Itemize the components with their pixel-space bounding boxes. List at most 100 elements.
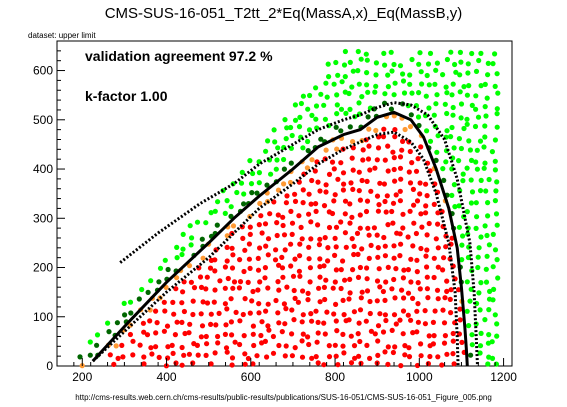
point-excluded bbox=[316, 242, 322, 248]
point-excluded bbox=[296, 213, 302, 219]
point-excluded bbox=[408, 317, 414, 323]
point-allowed bbox=[355, 68, 361, 74]
point-allowed bbox=[486, 176, 492, 183]
point-allowed bbox=[306, 127, 313, 133]
point-excluded bbox=[418, 144, 424, 150]
point-allowed bbox=[473, 159, 479, 165]
point-excluded bbox=[410, 243, 416, 249]
point-excluded bbox=[265, 301, 271, 307]
point-allowed bbox=[478, 234, 484, 240]
point-excluded bbox=[335, 176, 341, 182]
point-excluded bbox=[383, 317, 389, 324]
point-excluded bbox=[229, 265, 236, 271]
point-allowed bbox=[187, 223, 193, 229]
point-excluded bbox=[179, 362, 185, 368]
point-excluded bbox=[323, 189, 329, 195]
point-allowed bbox=[482, 81, 488, 87]
point-excluded bbox=[382, 253, 388, 259]
point-excluded bbox=[433, 236, 439, 242]
point-excluded bbox=[340, 297, 346, 303]
point-excluded bbox=[271, 199, 277, 205]
point-allowed bbox=[465, 70, 471, 76]
point-allowed bbox=[492, 158, 498, 164]
point-allowed bbox=[248, 181, 255, 187]
point-excluded bbox=[441, 340, 448, 346]
x-tick-label: 1200 bbox=[490, 370, 517, 384]
point-near-allowed bbox=[305, 148, 311, 154]
point-excluded bbox=[186, 351, 192, 357]
point-excluded bbox=[352, 355, 358, 361]
point-allowed bbox=[474, 147, 480, 153]
point-allowed bbox=[325, 61, 331, 67]
point-allowed bbox=[212, 208, 218, 214]
point-excluded bbox=[342, 277, 348, 283]
point-excluded bbox=[223, 345, 230, 351]
point-excluded bbox=[364, 178, 370, 184]
point-excluded bbox=[174, 319, 180, 325]
point-excluded bbox=[382, 198, 388, 205]
point-excluded bbox=[230, 285, 236, 291]
point-allowed bbox=[452, 204, 458, 210]
point-excluded bbox=[276, 320, 282, 326]
point-near-allowed bbox=[165, 266, 171, 273]
point-excluded bbox=[418, 353, 424, 359]
point-allowed bbox=[493, 361, 499, 367]
point-allowed bbox=[467, 147, 473, 153]
point-excluded bbox=[377, 284, 383, 290]
point-allowed bbox=[448, 49, 454, 55]
point-excluded bbox=[384, 193, 390, 199]
point-excluded bbox=[296, 268, 302, 274]
point-allowed bbox=[443, 159, 449, 165]
point-excluded bbox=[415, 156, 421, 162]
point-excluded bbox=[398, 176, 404, 182]
point-excluded bbox=[392, 178, 398, 184]
point-allowed bbox=[241, 191, 247, 197]
point-allowed bbox=[492, 312, 498, 318]
point-excluded bbox=[283, 306, 289, 312]
point-excluded bbox=[383, 209, 389, 215]
point-excluded bbox=[435, 354, 441, 360]
point-excluded bbox=[375, 352, 381, 358]
point-excluded bbox=[397, 188, 403, 194]
point-excluded bbox=[435, 210, 441, 216]
point-allowed bbox=[476, 290, 482, 296]
point-excluded bbox=[224, 349, 230, 355]
point-excluded bbox=[288, 263, 294, 269]
point-excluded bbox=[153, 330, 159, 336]
point-excluded bbox=[385, 344, 391, 350]
point-near-excluded bbox=[200, 255, 206, 261]
point-allowed bbox=[468, 177, 474, 183]
point-excluded bbox=[443, 244, 449, 250]
point-near-excluded bbox=[334, 146, 340, 152]
point-allowed bbox=[483, 188, 489, 194]
point-excluded bbox=[381, 126, 387, 132]
point-excluded bbox=[208, 311, 214, 317]
point-excluded bbox=[372, 165, 378, 171]
point-allowed bbox=[388, 49, 394, 55]
point-excluded bbox=[407, 208, 413, 214]
point-excluded bbox=[154, 320, 160, 326]
point-allowed bbox=[469, 332, 475, 338]
point-excluded bbox=[456, 287, 462, 293]
point-excluded bbox=[411, 220, 417, 226]
point-excluded bbox=[249, 298, 255, 304]
point-allowed bbox=[419, 81, 425, 87]
point-allowed bbox=[174, 244, 180, 250]
point-excluded bbox=[397, 317, 403, 323]
point-near-excluded bbox=[186, 263, 193, 269]
point-excluded bbox=[127, 331, 133, 338]
point-excluded bbox=[115, 355, 121, 361]
point-excluded bbox=[385, 143, 391, 149]
point-excluded bbox=[315, 179, 321, 185]
point-allowed bbox=[493, 211, 500, 217]
point-excluded bbox=[270, 350, 277, 356]
point-near-allowed bbox=[288, 160, 294, 166]
point-allowed bbox=[364, 57, 370, 63]
point-excluded bbox=[348, 360, 355, 366]
point-allowed bbox=[482, 223, 488, 229]
point-allowed bbox=[189, 235, 195, 241]
point-excluded bbox=[333, 301, 339, 307]
point-excluded bbox=[364, 198, 371, 204]
point-allowed bbox=[453, 69, 459, 75]
point-excluded bbox=[400, 211, 406, 217]
